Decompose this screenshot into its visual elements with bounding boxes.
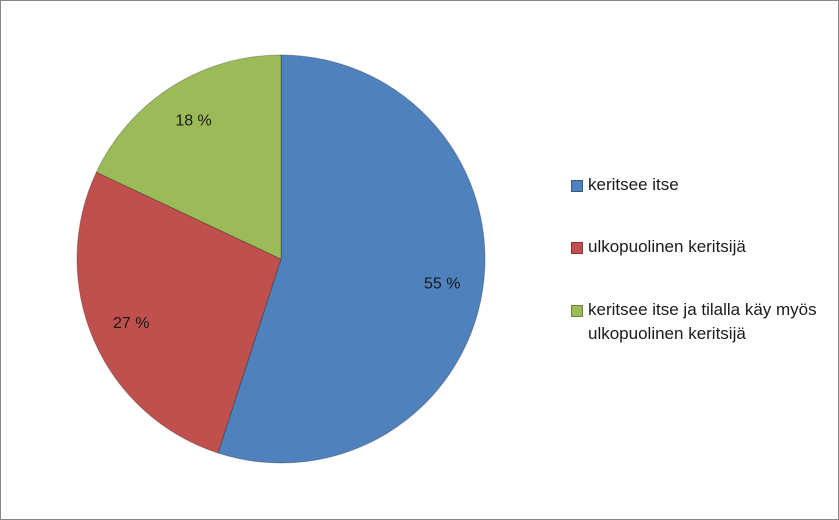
legend-label: ulkopuolinen keritsijä	[588, 237, 746, 256]
pie-slice	[217, 54, 486, 464]
data-label: 27 %	[113, 315, 149, 332]
legend-key	[571, 180, 583, 192]
legend-key	[571, 305, 583, 317]
data-label: 18 %	[175, 112, 211, 129]
pie-slice	[76, 171, 282, 454]
data-label: 55 %	[424, 276, 460, 293]
pie-slice	[95, 54, 282, 260]
legend-label: keritsee itse	[588, 175, 679, 194]
legend-key	[571, 242, 583, 254]
legend-label: keritsee itse ja tilalla käy myös ulkopu…	[588, 300, 817, 343]
